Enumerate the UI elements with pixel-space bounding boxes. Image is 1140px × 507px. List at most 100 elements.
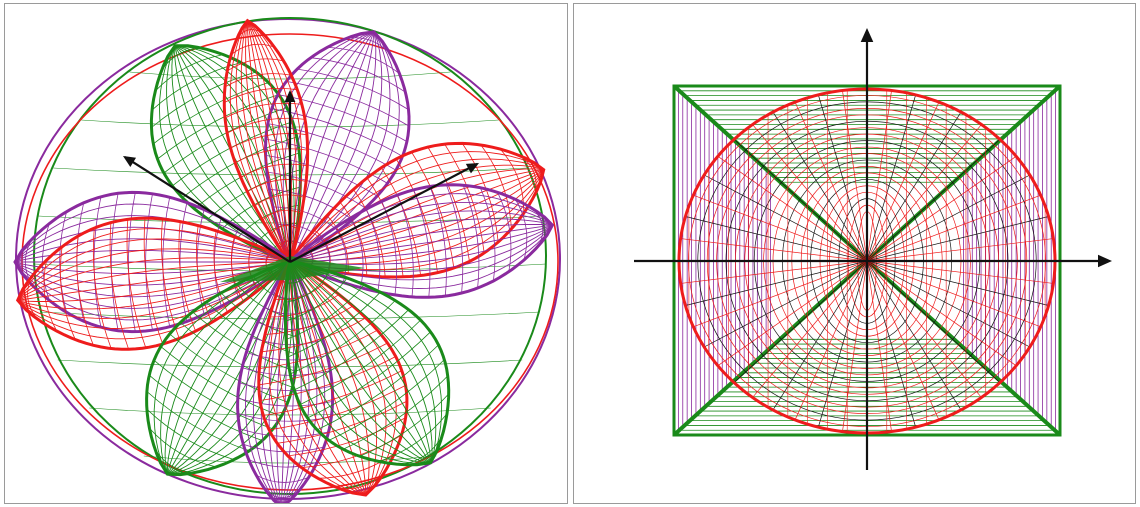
lobe-outline: [284, 260, 451, 467]
circle-spoke: [717, 260, 868, 366]
circle-spoke: [794, 101, 868, 262]
mesh-line: [289, 158, 544, 263]
circle-spoke: [704, 260, 868, 348]
arrowhead: [284, 90, 296, 102]
arrowhead: [123, 156, 137, 167]
mesh-rib: [146, 408, 235, 460]
mesh-rib: [381, 201, 397, 295]
mesh-rib: [253, 222, 298, 247]
mesh-line: [289, 261, 431, 464]
circle-spoke: [866, 174, 1030, 262]
mesh-line: [160, 261, 291, 475]
mesh-line: [289, 224, 553, 263]
mesh-rib: [162, 197, 171, 327]
mesh-rib: [43, 259, 58, 332]
mesh-rib: [397, 194, 414, 297]
mesh-line: [14, 249, 291, 263]
mesh-line: [17, 261, 291, 329]
mesh-line: [289, 261, 431, 463]
mesh-rib: [59, 246, 76, 340]
mesh-line: [289, 31, 375, 263]
circle-spoke: [685, 260, 868, 306]
mesh-rib: [178, 221, 196, 332]
mesh-line: [282, 261, 302, 503]
lobe-outline: [222, 18, 310, 263]
mesh-line: [289, 261, 431, 463]
lobe-7: [145, 260, 300, 477]
circle-spoke: [866, 216, 1049, 262]
mesh-line: [247, 20, 291, 263]
mesh-rib: [279, 240, 296, 249]
mesh-rib: [297, 68, 409, 110]
mesh-rib: [274, 282, 325, 301]
mesh-rib: [307, 331, 431, 419]
circle-spoke: [752, 124, 868, 262]
mesh-rib: [153, 82, 269, 145]
mesh-line: [17, 261, 291, 301]
mesh-rib: [242, 367, 331, 376]
wireframe-3d-plot: [13, 17, 561, 503]
mesh-rib: [179, 202, 188, 322]
mesh-rib: [149, 428, 217, 468]
circle-spoke: [842, 90, 868, 262]
mesh-line: [289, 261, 431, 464]
circle-spoke: [866, 260, 1041, 328]
mesh-line: [289, 151, 544, 263]
circle-spoke: [772, 111, 868, 262]
circle-spoke: [866, 260, 1030, 348]
mesh-rib: [259, 329, 378, 369]
mesh-line: [247, 20, 291, 263]
mesh-rib: [256, 474, 309, 483]
mesh-rib: [160, 346, 282, 417]
circle-spoke: [842, 260, 868, 432]
mesh-line: [167, 261, 291, 475]
mesh-rib: [59, 211, 67, 313]
mesh-line: [278, 261, 366, 496]
mesh-line: [289, 223, 553, 263]
mesh-rib: [287, 417, 406, 457]
mesh-rib: [479, 187, 496, 282]
mesh-rib: [290, 300, 396, 375]
mesh-rib: [497, 192, 512, 272]
mesh-rib: [224, 73, 292, 88]
mesh-rib: [310, 57, 406, 93]
center-hub: [220, 256, 365, 282]
mesh-line: [285, 261, 431, 466]
mesh-rib: [316, 344, 439, 431]
circle-spoke: [866, 90, 892, 262]
mesh-line: [268, 261, 366, 496]
circle-spoke: [680, 260, 868, 284]
mesh-rib: [327, 47, 400, 75]
mesh-line: [245, 20, 291, 263]
mesh-line: [17, 238, 291, 301]
arrowhead: [465, 163, 479, 174]
mesh-rib: [378, 413, 448, 462]
circle-spoke: [733, 260, 868, 383]
mesh-rib: [76, 236, 94, 346]
circle-spoke: [866, 260, 892, 432]
lobes: [13, 18, 555, 503]
mesh-line: [289, 261, 431, 463]
mesh-rib: [264, 305, 354, 335]
mesh-line: [17, 261, 291, 340]
mesh-rib: [227, 58, 284, 72]
mesh-line: [153, 261, 291, 475]
panel-perspective-view: [4, 3, 568, 504]
mesh-rib: [395, 158, 438, 273]
hub-plane: [220, 256, 365, 282]
mesh-line: [14, 261, 291, 275]
axis-y: [289, 163, 478, 263]
mesh-rib: [259, 356, 396, 401]
mesh-rib: [110, 193, 119, 331]
mesh-rib: [109, 222, 130, 350]
mesh-line: [289, 261, 437, 463]
circle-spoke: [866, 260, 1054, 284]
mesh-line: [17, 257, 291, 301]
mesh-rib: [266, 171, 366, 209]
circle-spoke: [733, 139, 868, 262]
envelope-band: [40, 311, 540, 320]
mesh-rib: [500, 148, 525, 214]
mesh-line: [159, 45, 291, 263]
mesh-rib: [230, 133, 307, 149]
lobe-4: [288, 183, 555, 299]
